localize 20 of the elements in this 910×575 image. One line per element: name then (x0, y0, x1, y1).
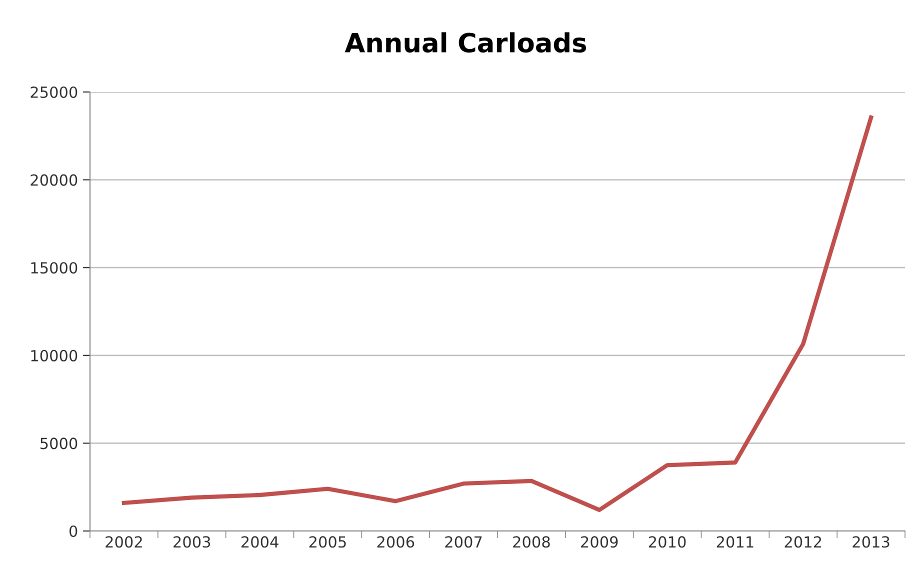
y-tick-label: 10000 (31, 350, 78, 362)
x-tick-label: 2012 (784, 536, 822, 548)
x-tick-label: 2004 (241, 536, 278, 548)
x-tick-label: 2005 (309, 536, 346, 548)
x-tick-label: 2008 (513, 536, 550, 548)
x-tick-label: 2010 (648, 536, 686, 548)
x-tick-label: 2013 (852, 536, 890, 548)
y-tick-label: 5000 (40, 438, 78, 450)
y-tick-label: 25000 (30, 86, 78, 98)
x-tick-label: 2011 (716, 536, 754, 548)
y-tick-label: 0 (69, 525, 78, 538)
x-tick-label: 2003 (174, 536, 210, 548)
x-tick-label: 2006 (377, 536, 414, 548)
chart-title: Annual Carloads (344, 32, 586, 53)
line-series (122, 115, 874, 512)
x-tick-label: 2009 (581, 536, 618, 548)
x-tick-label: 2007 (445, 536, 482, 548)
y-tick-label: 20000 (30, 174, 78, 186)
y-tick-label: 15000 (31, 262, 78, 274)
x-tick-label: 2002 (106, 536, 142, 548)
